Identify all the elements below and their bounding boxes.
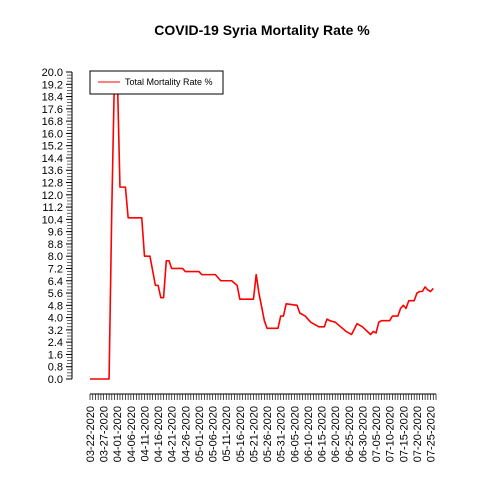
y-tick-label: 16.0 xyxy=(42,128,63,140)
x-tick-label: 06-10-2020 xyxy=(303,406,315,462)
x-tick-label: 03-22-2020 xyxy=(85,406,97,462)
y-tick-label: 5.6 xyxy=(48,288,63,300)
y-tick-label: 3.2 xyxy=(48,325,63,337)
y-tick-label: 12.8 xyxy=(42,178,63,190)
y-tick-label: 12.0 xyxy=(42,190,63,202)
plot-area xyxy=(90,71,434,380)
x-tick-label: 05-06-2020 xyxy=(208,406,220,462)
y-tick-label: 8.8 xyxy=(48,239,63,251)
x-tick-label: 05-11-2020 xyxy=(221,406,233,461)
y-tick-label: 14.4 xyxy=(42,153,63,165)
legend-label: Total Mortality Rate % xyxy=(125,77,213,87)
x-tick-label: 05-26-2020 xyxy=(262,406,274,462)
x-tick-label: 04-26-2020 xyxy=(180,406,192,462)
y-tick-label: 9.6 xyxy=(48,227,63,239)
y-tick-label: 10.4 xyxy=(42,214,63,226)
y-axis: 0.00.81.62.43.24.04.85.66.47.28.08.89.61… xyxy=(42,67,73,386)
x-tick-label: 04-01-2020 xyxy=(112,406,124,462)
x-tick-label: 05-31-2020 xyxy=(276,406,288,462)
y-tick-label: 16.8 xyxy=(42,116,63,128)
y-tick-label: 20.0 xyxy=(42,67,63,79)
chart-title: COVID-19 Syria Mortality Rate % xyxy=(154,22,370,38)
x-axis: 03-22-2020 03-27-2020 04-01-2020 04-06-2020… xyxy=(85,393,438,462)
x-tick-label: 06-20-2020 xyxy=(330,406,342,462)
y-tick-label: 18.4 xyxy=(42,92,63,104)
x-tick-label: 05-21-2020 xyxy=(248,406,260,462)
y-tick-label: 0.8 xyxy=(48,362,63,374)
y-tick-label: 13.6 xyxy=(42,165,63,177)
x-tick-label: 04-06-2020 xyxy=(126,406,138,462)
x-tick-label: 03-27-2020 xyxy=(99,406,111,462)
y-tick-label: 19.2 xyxy=(42,79,63,91)
y-tick-label: 17.6 xyxy=(42,104,63,116)
x-tick-label: 07-20-2020 xyxy=(412,406,424,462)
x-tick-label: 04-21-2020 xyxy=(167,406,179,462)
y-tick-label: 0.0 xyxy=(48,374,63,386)
x-tick-label: 07-05-2020 xyxy=(371,406,383,462)
y-tick-label: 2.4 xyxy=(48,337,63,349)
x-tick-label: 06-30-2020 xyxy=(357,406,369,462)
y-tick-label: 7.2 xyxy=(48,263,63,275)
series-line xyxy=(90,71,434,380)
legend-box xyxy=(89,70,224,95)
x-tick-label: 06-25-2020 xyxy=(344,406,356,462)
y-tick-label: 4.8 xyxy=(48,300,63,312)
y-tick-label: 11.2 xyxy=(42,202,63,214)
y-tick-label: 1.6 xyxy=(48,349,63,361)
y-tick-label: 4.0 xyxy=(48,313,63,325)
y-tick-label: 15.2 xyxy=(42,141,63,153)
x-tick-label: 07-10-2020 xyxy=(385,406,397,462)
x-tick-label: 07-15-2020 xyxy=(398,406,410,462)
legend: Total Mortality Rate % xyxy=(89,70,224,95)
y-tick-label: 6.4 xyxy=(48,276,63,288)
x-tick-label: 04-16-2020 xyxy=(153,406,165,462)
x-tick-label: 07-25-2020 xyxy=(426,406,438,462)
y-tick-label: 8.0 xyxy=(48,251,63,263)
x-tick-label: 05-16-2020 xyxy=(235,406,247,462)
x-tick-label: 04-11-2020 xyxy=(139,406,151,461)
x-tick-label: 06-15-2020 xyxy=(317,406,329,462)
x-tick-label: 06-05-2020 xyxy=(289,406,301,462)
x-tick-label: 05-01-2020 xyxy=(194,406,206,462)
